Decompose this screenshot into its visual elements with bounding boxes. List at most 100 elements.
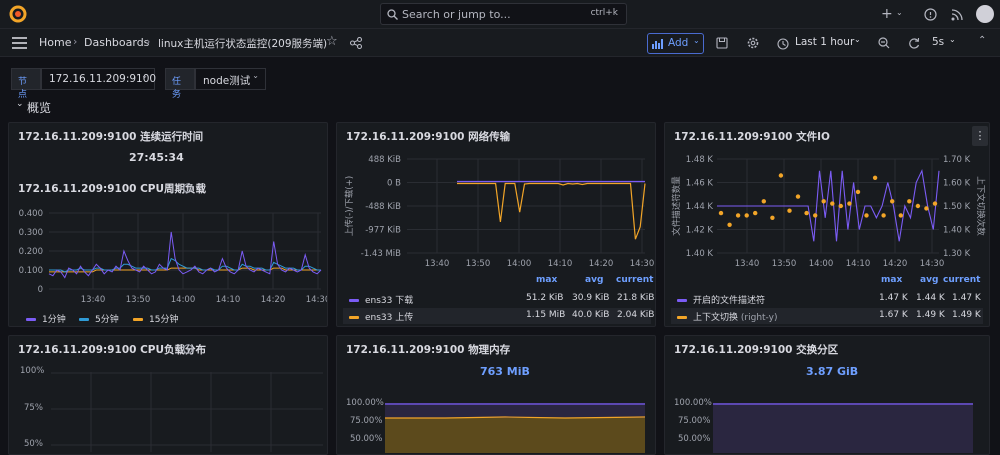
y-tick: 50.00% bbox=[350, 434, 383, 444]
variable-value-job: node测试 bbox=[203, 75, 251, 87]
x-tick: 13:50 bbox=[772, 259, 797, 269]
x-tick: 14:00 bbox=[809, 259, 834, 269]
variable-label-node: 节点 bbox=[11, 68, 41, 100]
legend-header-max[interactable]: max bbox=[536, 275, 558, 285]
y-tick: 0 B bbox=[387, 179, 401, 189]
row-collapse-chevron-icon[interactable]: ⌄ bbox=[16, 99, 24, 109]
y-tick-left: 1.40 K bbox=[686, 249, 714, 259]
x-tick: 14:20 bbox=[589, 259, 614, 269]
x-tick: 14:10 bbox=[548, 259, 573, 269]
y-tick: -488 KiB bbox=[365, 202, 401, 212]
nav-bar: Home › Dashboards › linux主机运行状态监控(209服务端… bbox=[0, 29, 1000, 57]
refresh-icon[interactable] bbox=[908, 37, 920, 49]
row-title[interactable]: 概览 bbox=[27, 101, 52, 115]
collapse-toolbar-icon[interactable]: ⌃ bbox=[978, 35, 987, 46]
series-line bbox=[457, 182, 646, 240]
panel-title-cpu-dist: 172.16.11.209:9100 CPU负载分布 bbox=[18, 344, 207, 356]
chevron-down-icon[interactable]: ⌄ bbox=[896, 8, 903, 17]
data-point bbox=[915, 203, 921, 209]
search-shortcut: ctrl+k bbox=[590, 8, 618, 18]
zoom-out-icon[interactable] bbox=[878, 37, 890, 49]
info-icon[interactable] bbox=[183, 183, 193, 193]
legend-label: 5分钟 bbox=[95, 315, 119, 325]
y-tick: 0.300 bbox=[19, 228, 43, 238]
legend-row[interactable]: ens33 下载 51.2 KiB 30.9 KiB 21.8 KiB bbox=[343, 291, 654, 306]
legend-header-current[interactable]: current bbox=[943, 275, 981, 285]
legend-header-avg[interactable]: avg bbox=[585, 275, 604, 285]
network-chart[interactable]: 488 KiB 0 B -488 KiB -977 KiB -1.43 MiB 13:40… bbox=[337, 151, 655, 277]
legend-max: 51.2 KiB bbox=[526, 293, 564, 303]
swap-chart[interactable] bbox=[713, 403, 973, 453]
series-line bbox=[717, 168, 940, 242]
settings-gear-icon[interactable] bbox=[747, 37, 759, 49]
y-tick: 0.400 bbox=[19, 209, 43, 219]
y-tick-left: 1.46 K bbox=[686, 179, 714, 189]
legend-row[interactable]: 上下文切换 (right-y) 1.67 K 1.49 K 1.49 K bbox=[671, 308, 983, 324]
legend-max: 1.15 MiB bbox=[526, 310, 566, 320]
memory-value: 763 MiB bbox=[480, 365, 530, 378]
data-point bbox=[907, 199, 912, 204]
add-button[interactable]: Add ⌄ bbox=[647, 33, 704, 54]
cpu-load-chart[interactable]: 0.400 0.300 0.200 0.100 0 13:40 13:50 14:00 14:1… bbox=[9, 205, 327, 305]
legend-max: 1.47 K bbox=[879, 293, 908, 303]
legend-row[interactable]: ens33 上传 1.15 MiB 40.0 KiB 2.04 KiB bbox=[343, 308, 654, 324]
y-tick: 75.00% bbox=[678, 416, 711, 426]
user-avatar[interactable] bbox=[976, 5, 994, 23]
search-input[interactable]: Search or jump to... ctrl+k bbox=[380, 3, 627, 25]
menu-icon[interactable] bbox=[12, 37, 27, 49]
y-tick-right: 1.40 K bbox=[943, 226, 971, 236]
data-point bbox=[847, 201, 852, 206]
panel-file-io: 172.16.11.209:9100 文件IO ⋮ 1.48 K 1.46 K 1.… bbox=[664, 122, 990, 327]
panel-title-file-io: 172.16.11.209:9100 文件IO bbox=[674, 131, 830, 143]
new-plus-button[interactable]: + bbox=[881, 6, 893, 22]
help-icon[interactable] bbox=[924, 8, 937, 21]
data-point bbox=[804, 210, 809, 216]
variable-select-job[interactable]: node测试 ⌄ bbox=[195, 68, 266, 90]
x-tick: 14:20 bbox=[883, 259, 908, 269]
save-icon[interactable] bbox=[716, 37, 728, 49]
breadcrumb-dashboards[interactable]: Dashboards bbox=[84, 36, 150, 49]
legend-row[interactable]: 开启的文件描述符 1.47 K 1.44 K 1.47 K bbox=[671, 291, 983, 306]
legend-label: 15分钟 bbox=[149, 315, 179, 325]
panel-cpu-distribution: 172.16.11.209:9100 CPU负载分布 100% 75% 50% bbox=[8, 335, 328, 455]
data-point bbox=[813, 213, 818, 218]
y-tick: 50.00% bbox=[678, 434, 711, 444]
legend-item-15min[interactable]: 15分钟 bbox=[133, 312, 178, 325]
legend-item-5min[interactable]: 5分钟 bbox=[79, 312, 119, 325]
x-tick: 14:30 bbox=[306, 295, 327, 305]
variable-select-node[interactable]: 172.16.11.209:9100 ⌄ bbox=[41, 68, 157, 90]
legend-item-1min[interactable]: 1分钟 bbox=[26, 312, 66, 325]
legend-header-current[interactable]: current bbox=[616, 275, 654, 285]
panel-title-memory: 172.16.11.209:9100 物理内存 bbox=[346, 344, 511, 356]
panel-menu-button[interactable]: ⋮ bbox=[972, 126, 988, 146]
data-point bbox=[744, 213, 749, 218]
legend-swatch bbox=[677, 299, 687, 302]
star-icon[interactable]: ☆ bbox=[326, 34, 338, 49]
info-icon[interactable] bbox=[183, 344, 193, 354]
data-point bbox=[932, 201, 938, 206]
data-point bbox=[855, 189, 861, 195]
grafana-logo-icon[interactable] bbox=[9, 5, 27, 23]
data-point bbox=[872, 175, 878, 180]
time-range-picker[interactable]: Last 1 hour ⌄ bbox=[773, 33, 862, 54]
memory-chart[interactable] bbox=[385, 403, 645, 453]
file-io-chart[interactable]: 1.48 K 1.46 K 1.44 K 1.42 K 1.40 K 1.70 K 1.60… bbox=[665, 151, 989, 277]
refresh-interval-picker[interactable]: 5s ⌄ bbox=[926, 33, 966, 54]
news-rss-icon[interactable] bbox=[951, 8, 964, 21]
x-tick: 13:50 bbox=[466, 259, 491, 269]
data-point bbox=[761, 199, 766, 204]
legend-header-max[interactable]: max bbox=[881, 275, 903, 285]
y-tick: 100% bbox=[20, 366, 45, 376]
legend-header-avg[interactable]: avg bbox=[920, 275, 939, 285]
data-point bbox=[787, 208, 792, 213]
breadcrumb-home[interactable]: Home bbox=[39, 36, 72, 49]
top-bar: Search or jump to... ctrl+k + ⌄ bbox=[0, 0, 1000, 29]
data-point bbox=[718, 210, 724, 216]
x-tick: 14:20 bbox=[261, 295, 286, 305]
variable-value-node: 172.16.11.209:9100 bbox=[49, 73, 157, 85]
legend-swatch bbox=[26, 318, 36, 321]
add-button-label: Add bbox=[668, 37, 689, 49]
share-icon[interactable] bbox=[350, 37, 362, 49]
legend-avg: 30.9 KiB bbox=[572, 293, 610, 303]
x-tick: 13:50 bbox=[126, 295, 151, 305]
